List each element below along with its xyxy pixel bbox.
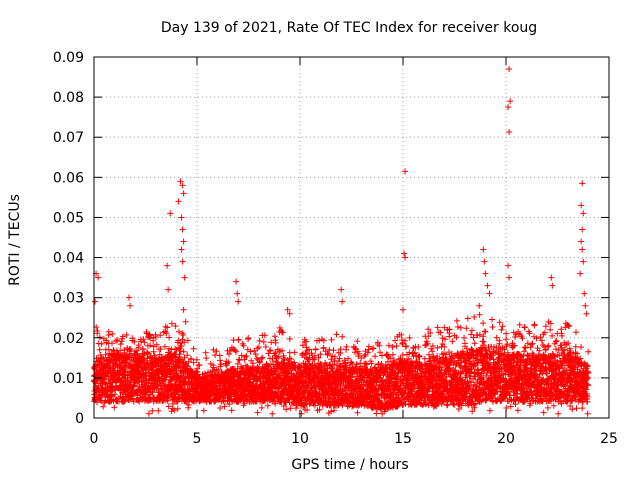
data-points [91,66,592,417]
x-tick-label: 0 [90,431,99,447]
roti-point [579,180,586,187]
roti-point [180,238,187,245]
roti-point [505,104,512,111]
roti-point [580,258,587,265]
roti-point [339,298,346,305]
y-tick-label: 0.08 [53,90,84,106]
roti-point [175,198,182,205]
x-tick-label: 10 [291,431,309,447]
roti-point [233,278,240,285]
roti-point [481,258,488,265]
roti-point [506,274,513,281]
y-tick-label: 0.02 [53,331,84,347]
roti-point [480,246,487,253]
roti-point [582,302,589,309]
roti-point [338,286,345,293]
roti-point [507,98,514,105]
roti-point [549,282,556,289]
x-tick-labels: 0 5 10 15 20 25 [90,431,618,447]
roti-point [579,226,586,233]
plot-frame [93,56,610,419]
roti-point [180,190,187,197]
y-tick-label: 0.05 [53,210,84,226]
roti-point [126,294,133,301]
roti-point [402,168,409,175]
roti-point [178,214,185,221]
roti-point [127,302,134,309]
roti-point [484,282,491,289]
chart-title: Day 139 of 2021, Rate Of TEC Index for r… [161,20,537,36]
roti-point [95,274,102,281]
roti-point [506,129,513,136]
roti-point [578,202,585,209]
roti-point [548,274,555,281]
roti-point [179,226,186,233]
x-tick-label: 5 [193,431,202,447]
roti-point [179,258,186,265]
roti-point [179,182,186,189]
roti-point [177,178,184,185]
roti-point [476,302,483,309]
y-tick-label: 0.09 [53,50,84,66]
y-tick-label: 0.03 [53,291,84,307]
y-tick-label: 0 [75,411,84,427]
roti-point [506,66,513,73]
x-axis-title: GPS time / hours [291,457,408,473]
roti-point [286,310,293,317]
x-tick-label: 25 [600,431,618,447]
roti-point [581,290,588,297]
roti-point [583,310,590,317]
y-tick-labels: 0 0.01 0.02 0.03 0.04 0.05 0.06 0.07 0.08 0.09 [53,50,84,427]
roti-point [180,306,187,313]
roti-point [402,254,409,261]
roti-point [284,306,291,313]
roti-point [580,210,587,217]
roti-point [164,262,171,269]
roti-point [486,290,493,297]
roti-point [505,262,512,269]
roti-point [578,238,585,245]
roti-point [235,298,242,305]
y-axis-title: ROTI / TECUs [7,194,23,286]
roti-point [579,246,586,253]
roti-point [400,306,406,313]
roti-point [181,274,188,281]
y-tick-label: 0.04 [53,251,84,267]
roti-point [577,270,584,277]
roti-point [234,290,241,297]
y-tick-label: 0.01 [53,371,84,387]
roti-point [167,210,174,217]
roti-point [401,250,408,257]
roti-point [182,318,189,325]
roti-point [92,298,99,305]
axis-ticks [93,56,610,419]
roti-point [482,270,489,277]
y-tick-label: 0.07 [53,130,84,146]
roti-point [178,246,185,253]
y-tick-label: 0.06 [53,170,84,186]
x-tick-label: 15 [394,431,412,447]
x-tick-label: 20 [497,431,515,447]
roti-point [165,286,172,293]
